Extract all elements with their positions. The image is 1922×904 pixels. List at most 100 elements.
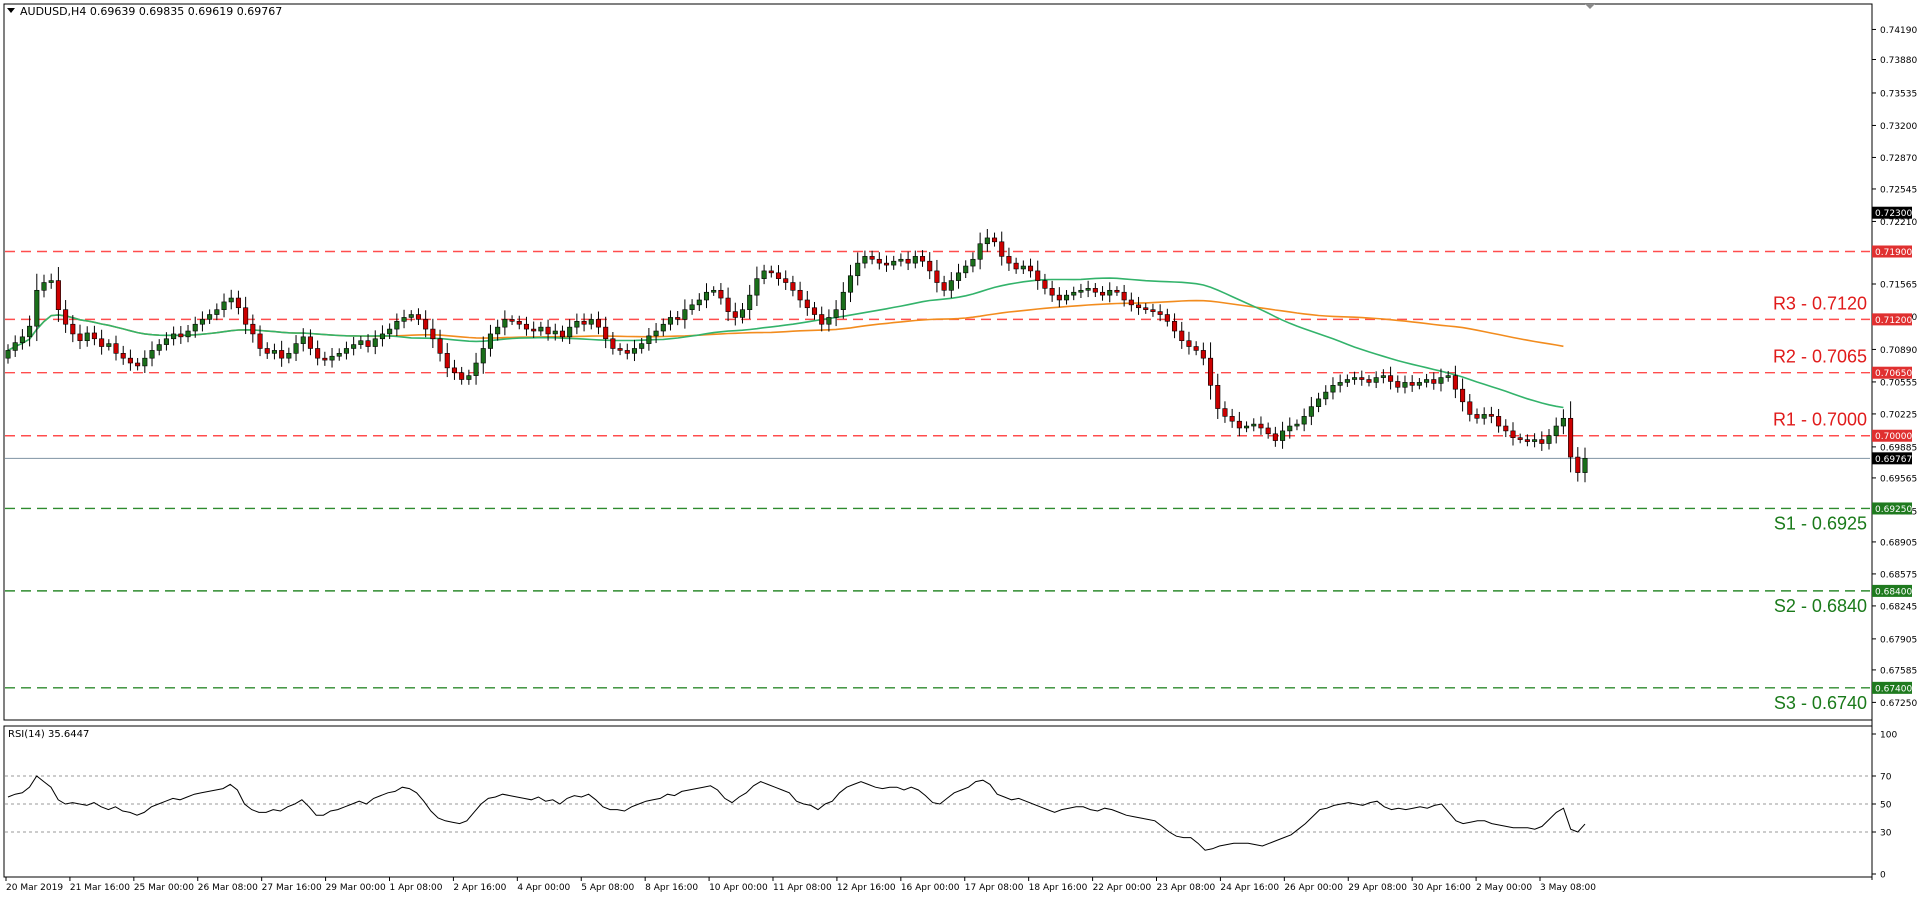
level-tag-bg-5 [1872, 584, 1912, 597]
candle-body-129 [934, 270, 940, 283]
price-tick-label-10: 0.70555 [1880, 378, 1917, 388]
candle-body-209 [1510, 430, 1516, 438]
price-tick-label-1: 0.73880 [1880, 56, 1917, 66]
candle-body-145 [1049, 288, 1055, 296]
candle-body-155 [1121, 291, 1127, 301]
candle-body-3 [27, 325, 33, 338]
rsi-tick-label-0: 100 [1880, 731, 1897, 741]
time-tick-label-10: 8 Apr 16:00 [645, 883, 698, 893]
candle-body-126 [912, 256, 918, 264]
level-label-s1: S1 - 0.6925 [1774, 513, 1867, 533]
candle-body-36 [264, 348, 270, 354]
candle-body-205 [1481, 414, 1487, 419]
candle-body-115 [833, 309, 839, 318]
candle-body-183 [1323, 391, 1329, 400]
candle-body-175 [1265, 427, 1271, 435]
level-tag-bg-2 [1872, 366, 1912, 379]
candle-body-164 [1186, 340, 1192, 347]
candle-body-109 [790, 282, 796, 291]
candle-body-106 [768, 270, 774, 274]
candle-body-1 [12, 342, 18, 351]
price-tick-label-20: 0.67250 [1880, 699, 1917, 709]
level-tag-bg-0 [1872, 245, 1912, 258]
candle-body-61 [444, 353, 450, 369]
candle-body-76 [552, 330, 558, 335]
candle-body-92 [667, 317, 674, 325]
candle-body-138 [999, 241, 1005, 257]
candle-body-178 [1287, 425, 1293, 432]
candle-body-53 [387, 328, 393, 335]
level-tag-bg-6 [1872, 681, 1912, 694]
time-tick-label-23: 2 May 00:00 [1476, 883, 1532, 893]
candle-body-162 [1172, 321, 1178, 332]
candle-body-62 [451, 367, 457, 374]
candle-body-134 [970, 258, 976, 267]
candle-body-147 [1064, 294, 1070, 301]
price-tick-label-12: 0.69885 [1880, 443, 1917, 453]
level-tag-5: 0.68400 [1875, 587, 1912, 597]
current-price-tag: 0.69767 [1875, 455, 1912, 465]
current-price-tag-bg [1872, 452, 1912, 465]
candle-body-216 [1560, 417, 1566, 427]
candle-body-128 [927, 260, 933, 272]
price-tick-label-15: 0.68905 [1880, 538, 1917, 548]
level-label-s3: S3 - 0.6740 [1774, 693, 1867, 713]
candle-body-207 [1496, 416, 1502, 427]
candle-body-163 [1179, 330, 1185, 342]
candle-body-28 [207, 314, 213, 320]
candle-body-208 [1503, 425, 1509, 432]
time-tick-label-4: 27 Mar 16:00 [262, 883, 322, 893]
candle-body-67 [487, 333, 493, 349]
candle-body-158 [1143, 307, 1149, 310]
candle-body-66 [480, 348, 486, 364]
candle-body-23 [171, 333, 177, 340]
candle-body-84 [610, 338, 616, 349]
candle-body-60 [437, 338, 443, 354]
scroll-marker-icon[interactable] [1585, 4, 1595, 9]
candle-body-153 [1107, 289, 1113, 296]
level-label-s2: S2 - 0.6840 [1774, 596, 1867, 616]
candle-body-56 [408, 314, 414, 318]
candle-body-81 [588, 319, 594, 325]
candle-body-194 [1402, 382, 1408, 388]
candle-body-116 [840, 291, 846, 310]
candle-body-63 [459, 372, 465, 380]
time-tick-label-21: 29 Apr 08:00 [1348, 883, 1407, 893]
candle-body-185 [1337, 382, 1343, 386]
candle-body-52 [379, 333, 385, 340]
candle-body-204 [1474, 414, 1480, 419]
candle-body-123 [891, 260, 897, 266]
candle-body-98 [711, 289, 717, 293]
candle-body-136 [984, 237, 990, 245]
price-tick-label-3: 0.73200 [1880, 122, 1917, 132]
candle-body-95 [689, 304, 695, 310]
candle-body-91 [660, 323, 666, 332]
candle-body-57 [415, 314, 421, 320]
candle-body-184 [1330, 385, 1336, 393]
candle-body-18 [135, 362, 141, 367]
price-pane-frame [3, 3, 1873, 721]
level-tag-2: 0.70650 [1875, 369, 1912, 379]
candle-body-69 [502, 319, 508, 328]
candle-body-186 [1344, 379, 1350, 383]
candle-body-38 [279, 350, 285, 359]
candle-body-124 [898, 258, 904, 262]
price-tick-label-6: 0.72210 [1880, 218, 1917, 228]
symbol-menu-icon[interactable] [7, 8, 15, 13]
candle-body-201 [1452, 375, 1458, 390]
candle-body-218 [1575, 456, 1581, 473]
time-tick-label-16: 18 Apr 16:00 [1029, 883, 1088, 893]
candle-body-70 [509, 319, 515, 322]
candle-body-140 [1013, 262, 1019, 270]
time-tick-label-18: 23 Apr 08:00 [1157, 883, 1216, 893]
candle-body-71 [516, 321, 522, 325]
time-axis: 20 Mar 2019 21 Mar 16:00 25 Mar 00:00 26 Ma… [5, 877, 1596, 893]
time-tick-label-3: 26 Mar 08:00 [198, 883, 258, 893]
price-tick-label-11: 0.70225 [1880, 410, 1917, 420]
level-tag-bg-3 [1872, 429, 1912, 442]
candle-body-189 [1366, 379, 1372, 383]
candle-body-120 [869, 256, 875, 260]
candles-layer [5, 229, 1588, 483]
candle-body-46 [336, 353, 342, 357]
